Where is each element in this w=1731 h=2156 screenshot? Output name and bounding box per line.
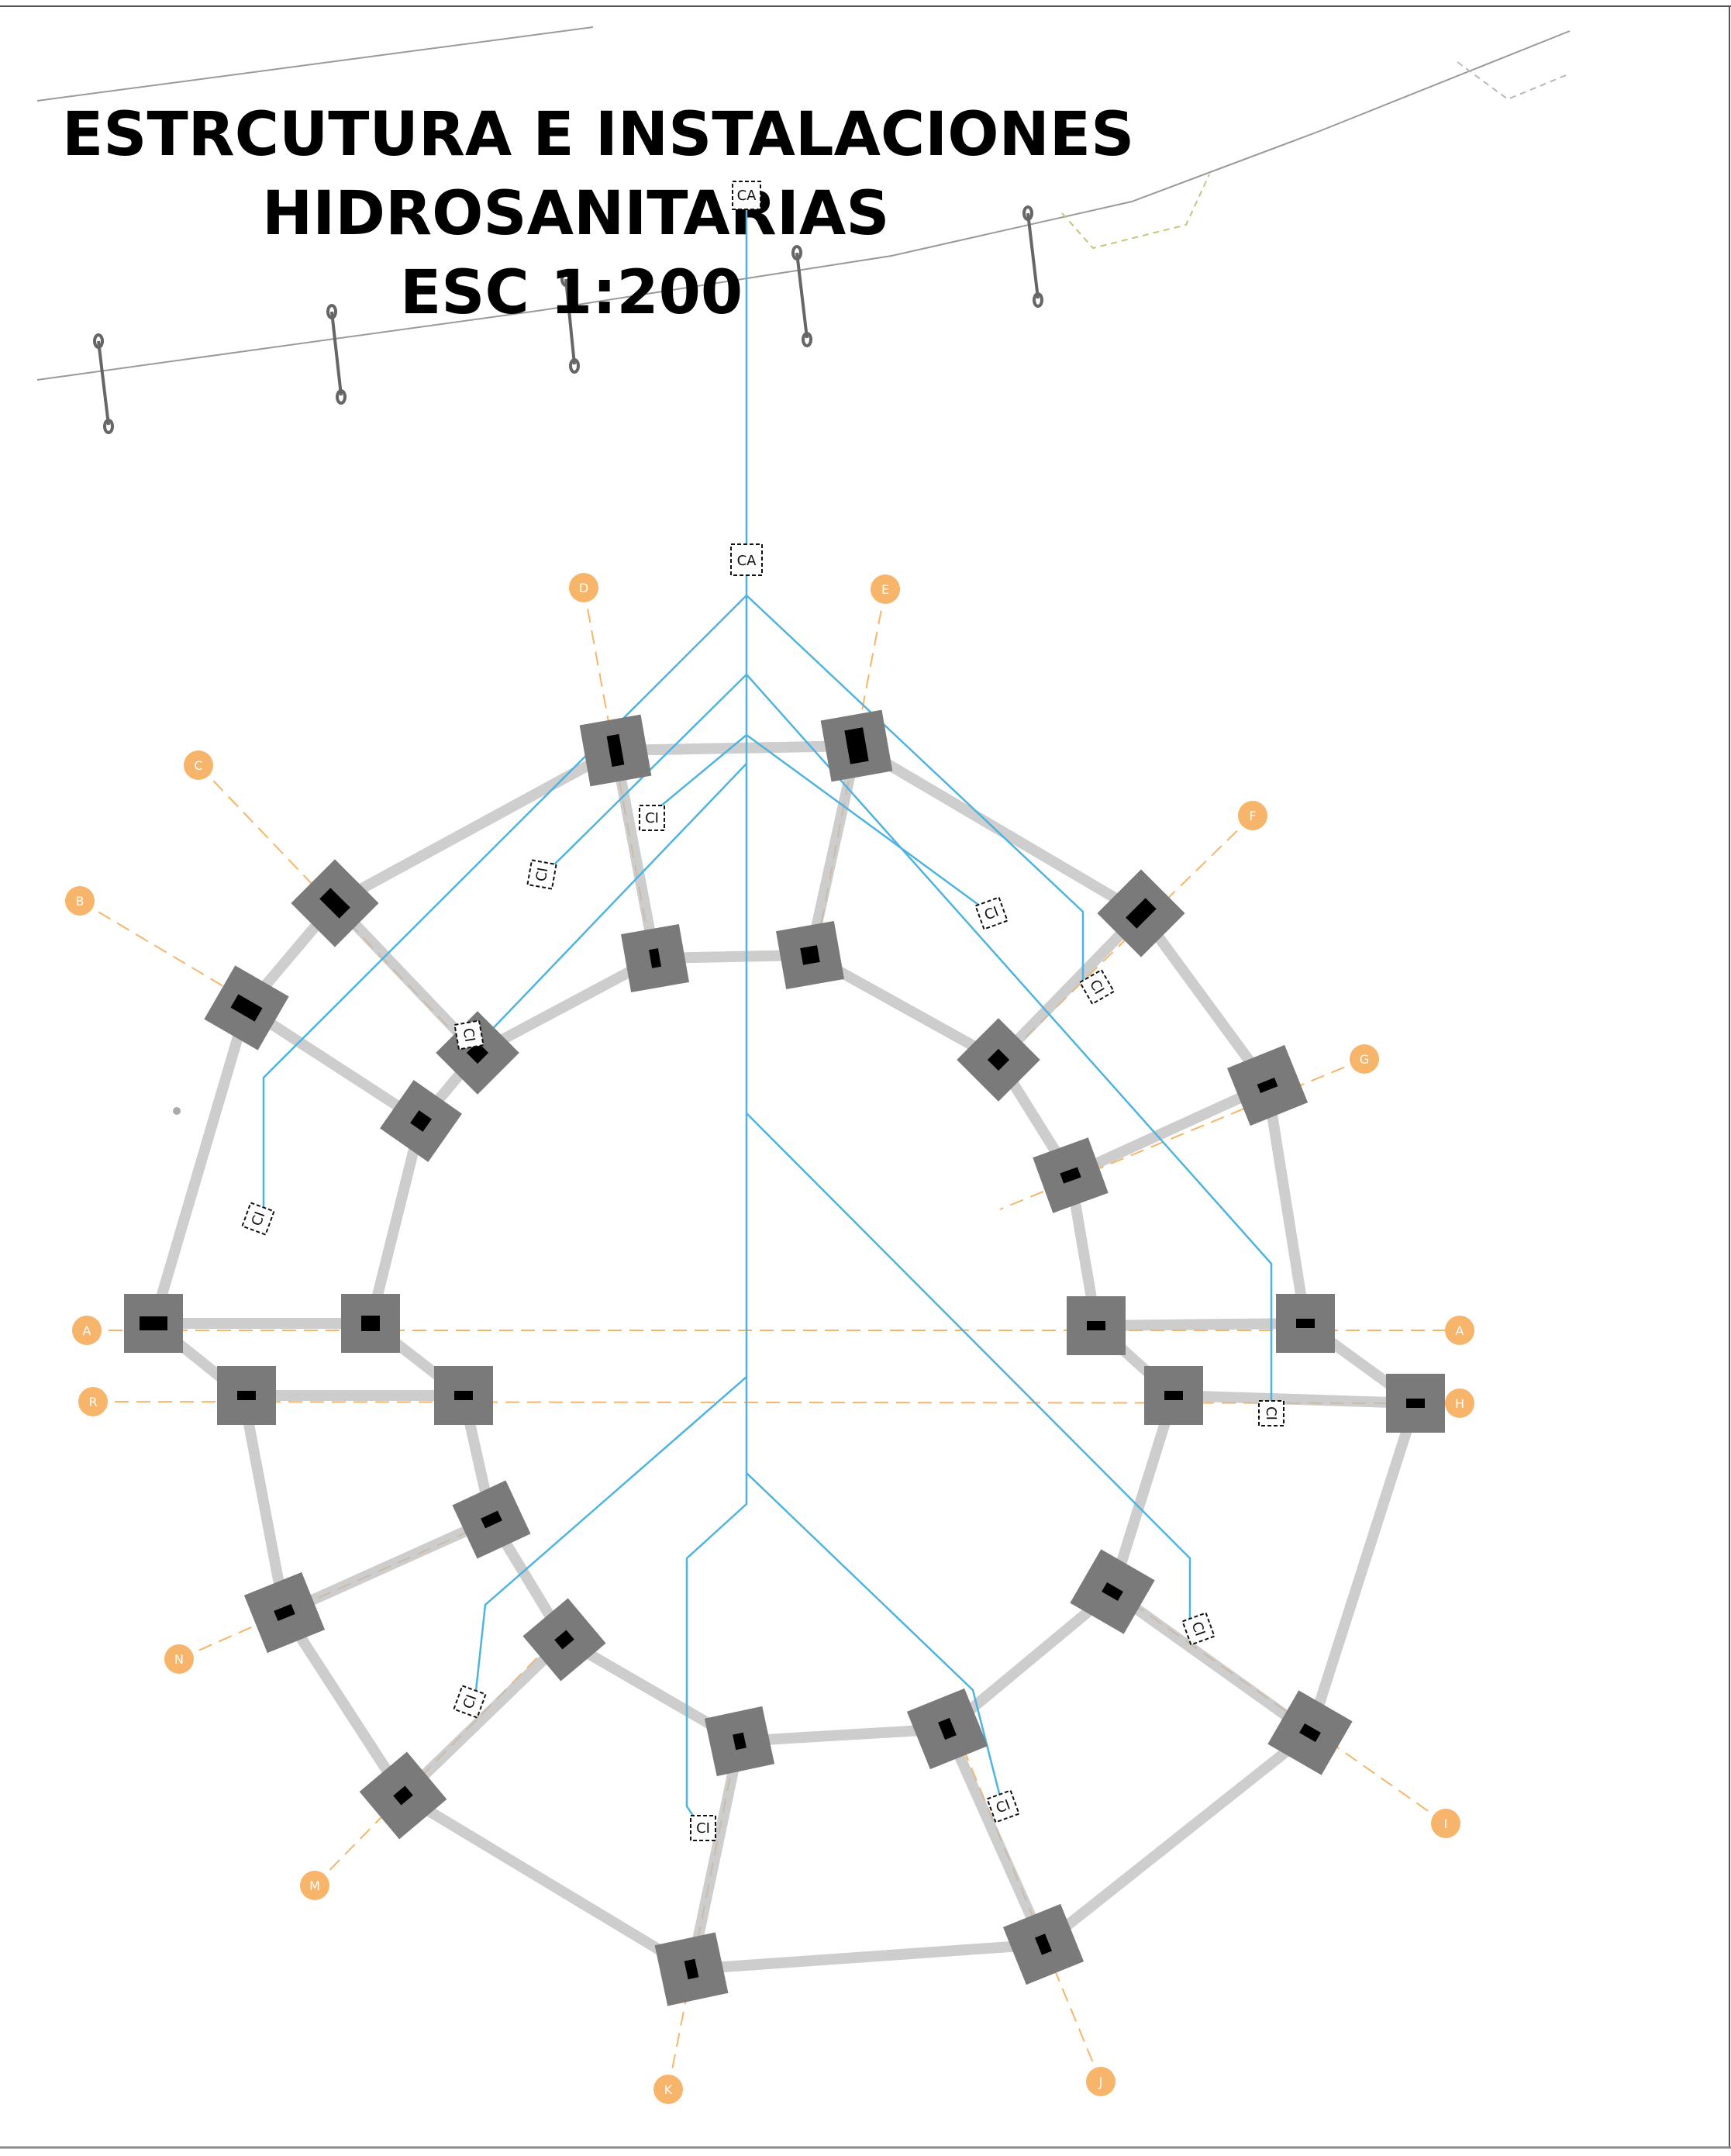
svg-text:CI: CI [460,1692,481,1711]
axis-bubble: K [653,2075,683,2104]
column [217,1366,276,1425]
column [434,1366,493,1425]
axis-bubble: H [1445,1388,1474,1418]
inspection-box: CI [986,1789,1020,1823]
svg-text:B: B [76,894,84,909]
axis-labels: A B C D E F G A H I J K M N R [65,573,1474,2104]
column [775,920,845,990]
inspection-box: CI [526,859,557,890]
column [654,1932,729,2006]
reference-dot [173,1107,181,1115]
columns [124,709,1445,2006]
axis-bubble: R [78,1387,108,1416]
column [341,1294,400,1353]
inspection-box: CI [1181,1612,1215,1646]
inspection-box: CI [1078,968,1115,1006]
svg-text:CA: CA [737,553,757,569]
axis-bubble: G [1350,1044,1379,1074]
inspection-box: CI [974,896,1009,930]
main-box-top: CA [732,181,761,210]
column [522,1598,606,1682]
main-box: CA [730,543,763,576]
svg-text:E: E [881,582,889,597]
svg-text:F: F [1249,809,1256,823]
svg-text:A: A [83,1323,91,1338]
column [704,1706,775,1777]
svg-text:R: R [88,1395,97,1409]
axis-bubble: I [1431,1809,1460,1838]
svg-text:J: J [1098,2075,1103,2089]
inspection-box: CI [241,1202,275,1236]
column [1226,1044,1309,1126]
inspection-box: CI [690,1815,716,1841]
inspection-box: CI [453,1019,484,1050]
column [620,923,690,993]
drain-pipes [262,195,1273,1829]
svg-text:I: I [1444,1816,1448,1831]
svg-text:D: D [579,581,588,595]
svg-text:CI: CI [994,1797,1012,1817]
column [380,1080,462,1162]
svg-text:K: K [664,2082,673,2097]
title-line-3: ESC 1:200 [400,258,743,328]
column [1033,1137,1109,1213]
axis-bubble: B [65,886,95,916]
inspection-box: CI [1258,1400,1284,1426]
axis-bubble: N [164,1644,194,1674]
title-line-1: ESTRCUTURA E INSTALACIONES [62,100,1134,170]
svg-text:H: H [1455,1396,1464,1411]
svg-text:CI: CI [696,1820,710,1837]
axis-bubble: C [184,750,213,780]
column [452,1480,531,1559]
svg-text:CI: CI [249,1209,269,1228]
inspection-box: CI [453,1685,487,1719]
column [1070,1549,1155,1634]
title-line-2: HIDROSANITARIAS [262,179,889,249]
svg-text:CI: CI [1188,1620,1209,1638]
column [204,965,289,1050]
svg-text:CA: CA [737,188,757,204]
axis-bubble: A [1445,1316,1474,1345]
svg-text:G: G [1360,1052,1369,1067]
column [820,709,893,782]
column [1276,1294,1335,1353]
axis-bubble: F [1238,801,1267,830]
terrain-piles [93,205,1043,434]
column [1386,1374,1445,1433]
column [359,1751,447,1840]
svg-text:CI: CI [645,810,659,826]
svg-text:CI: CI [460,1026,478,1043]
svg-text:N: N [174,1652,184,1667]
axis-bubble: M [300,1871,329,1900]
column [243,1571,326,1654]
svg-text:A: A [1456,1323,1464,1338]
svg-text:CI: CI [1263,1406,1279,1420]
column [1067,1296,1126,1355]
axis-bubble: E [871,574,900,604]
axis-bubble: D [569,573,598,602]
registry-boxes: CA CA CI CI CI CI CI CI CI CI CI CI CI [241,181,1284,1841]
svg-text:M: M [309,1878,320,1893]
column [906,1688,988,1770]
column [1267,1690,1353,1775]
svg-text:CI: CI [982,904,1001,924]
svg-text:C: C [194,758,202,773]
axis-bubble: A [72,1316,102,1345]
column [1002,1903,1084,1985]
column [579,714,652,787]
column [1144,1366,1203,1425]
inspection-box: CI [639,805,665,831]
svg-text:CI: CI [533,866,552,882]
axis-bubble: J [1086,2067,1115,2096]
column [124,1294,183,1353]
terrain-lines [36,26,1571,381]
